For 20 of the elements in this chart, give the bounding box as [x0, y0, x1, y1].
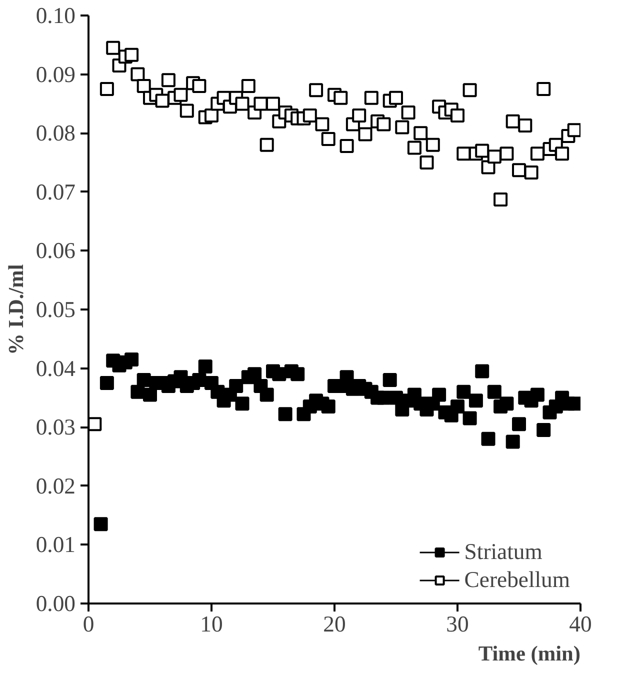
- y-tick-label: 0.10: [36, 3, 76, 28]
- y-tick-label: 0.02: [36, 473, 76, 498]
- y-axis-title: % I.D./ml: [4, 264, 28, 355]
- y-tick-label: 0.07: [36, 179, 76, 204]
- x-tick-label: 20: [323, 612, 346, 636]
- y-tick-label: 0.03: [36, 414, 76, 440]
- x-tick-label: 10: [200, 612, 223, 636]
- x-axis-title: Time (min): [478, 642, 581, 666]
- x-tick-label: 0: [82, 612, 94, 636]
- y-tick-label: 0.06: [36, 238, 76, 264]
- legend-label: Cerebellum: [464, 567, 570, 593]
- x-tick-label: 40: [569, 612, 592, 636]
- y-tick-label: 0.00: [36, 591, 76, 616]
- y-tick-label: 0.01: [36, 532, 76, 558]
- y-tick-label: 0.05: [36, 297, 76, 322]
- y-tick-label: 0.09: [36, 62, 76, 87]
- legend-label: Striatum: [464, 539, 542, 565]
- x-tick-label: 30: [446, 612, 469, 636]
- y-tick-label: 0.04: [36, 356, 76, 381]
- y-tick-label: 0.08: [36, 120, 76, 146]
